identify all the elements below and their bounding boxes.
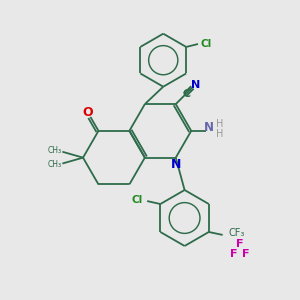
Text: H: H <box>215 129 223 140</box>
Text: N: N <box>191 80 200 90</box>
Text: C: C <box>182 89 190 99</box>
Text: Cl: Cl <box>131 195 143 205</box>
Text: F: F <box>242 249 249 259</box>
Text: O: O <box>82 106 93 119</box>
Text: H: H <box>215 119 223 129</box>
Text: CH₃: CH₃ <box>48 146 62 155</box>
Text: F: F <box>230 249 238 259</box>
Text: Cl: Cl <box>200 39 211 49</box>
Text: N: N <box>204 122 214 134</box>
Text: CF₃: CF₃ <box>229 229 245 238</box>
Text: CH₃: CH₃ <box>48 160 62 169</box>
Text: N: N <box>171 158 181 171</box>
Text: F: F <box>236 239 244 249</box>
